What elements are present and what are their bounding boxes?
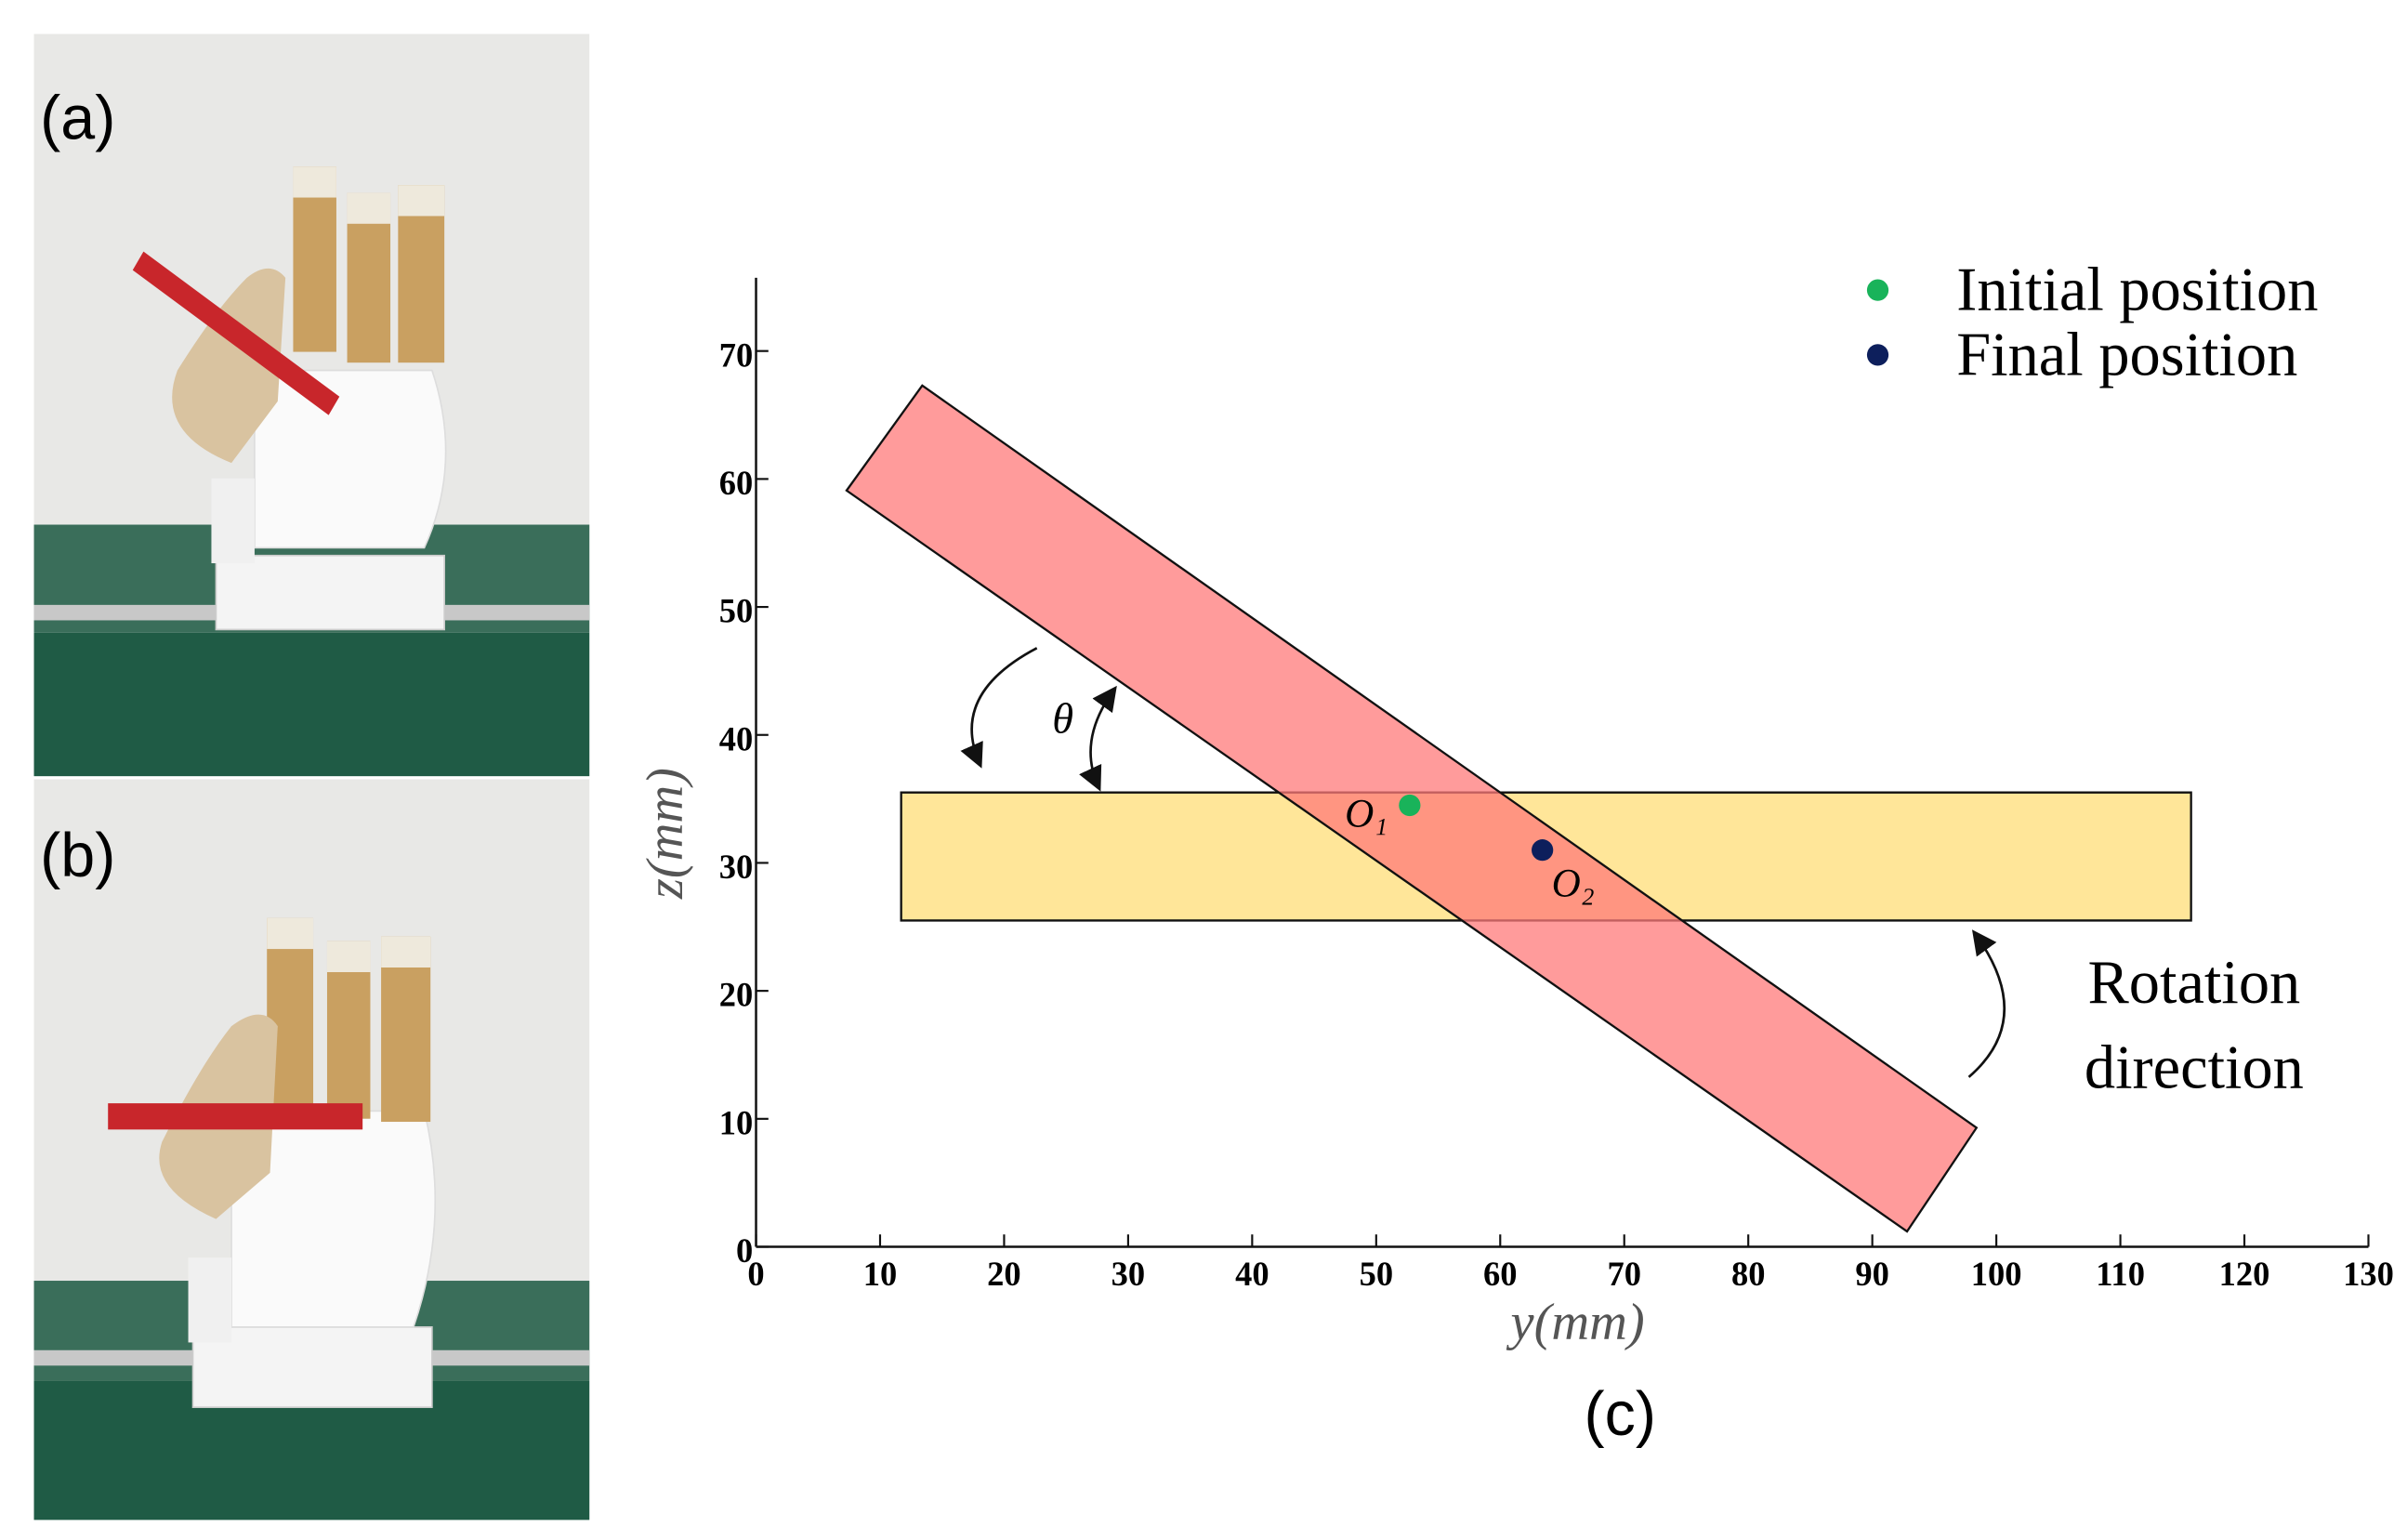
x-tick-label: 100 (1971, 1255, 2022, 1293)
x-tick-label: 90 (1855, 1255, 1889, 1293)
arrow (1967, 929, 2006, 1078)
x-tick-label: 20 (987, 1255, 1021, 1293)
point (1532, 839, 1554, 862)
x-tick-label: 10 (863, 1255, 898, 1293)
x-tick-label: 30 (1111, 1255, 1146, 1293)
photo-a (33, 33, 590, 777)
y-tick-label: 0 (736, 1231, 753, 1270)
x-tick-label: 130 (2343, 1255, 2394, 1293)
legend-marker (1866, 279, 1889, 301)
y-tick-label: 70 (719, 336, 754, 374)
y-axis-label: z(mm) (637, 768, 694, 900)
rotation-label: direction (2085, 1034, 2304, 1102)
y-tick-label: 30 (719, 848, 754, 886)
panel-label: (c) (1585, 1380, 1656, 1449)
x-axis-label: y(mm) (1506, 1294, 1645, 1351)
panel-label: (a) (40, 84, 115, 152)
x-tick-label: 120 (2219, 1255, 2270, 1293)
x-tick-label: 0 (747, 1255, 764, 1293)
arrow (1079, 685, 1117, 792)
x-tick-label: 110 (2096, 1255, 2145, 1293)
x-tick-label: 70 (1607, 1255, 1641, 1293)
y-tick-label: 50 (719, 592, 754, 630)
legend-label: Final position (1956, 321, 2297, 388)
x-tick-label: 80 (1731, 1255, 1766, 1293)
panel-label: (b) (40, 822, 115, 890)
point-label: O₁ (1345, 793, 1388, 836)
y-tick-label: 60 (719, 464, 754, 502)
x-tick-label: 50 (1360, 1255, 1394, 1293)
plot: 0 10 20 30 40 50 60 70 80 90 100 110 120 130 0 10 20 30 40… (637, 257, 2394, 1351)
rotation-label: Rotation (2088, 949, 2301, 1017)
legend-marker (1866, 344, 1889, 366)
y-tick-label: 10 (719, 1103, 754, 1141)
arrow (960, 647, 1038, 769)
point-label: O₂ (1552, 862, 1595, 905)
point (1399, 794, 1421, 817)
x-tick-label: 60 (1483, 1255, 1518, 1293)
legend-label: Initial position (1956, 257, 2318, 324)
photo-b (33, 779, 590, 1520)
x-tick-label: 40 (1235, 1255, 1269, 1293)
angle-label: θ (1052, 696, 1073, 744)
y-tick-label: 20 (719, 976, 754, 1014)
y-tick-label: 40 (719, 719, 754, 757)
